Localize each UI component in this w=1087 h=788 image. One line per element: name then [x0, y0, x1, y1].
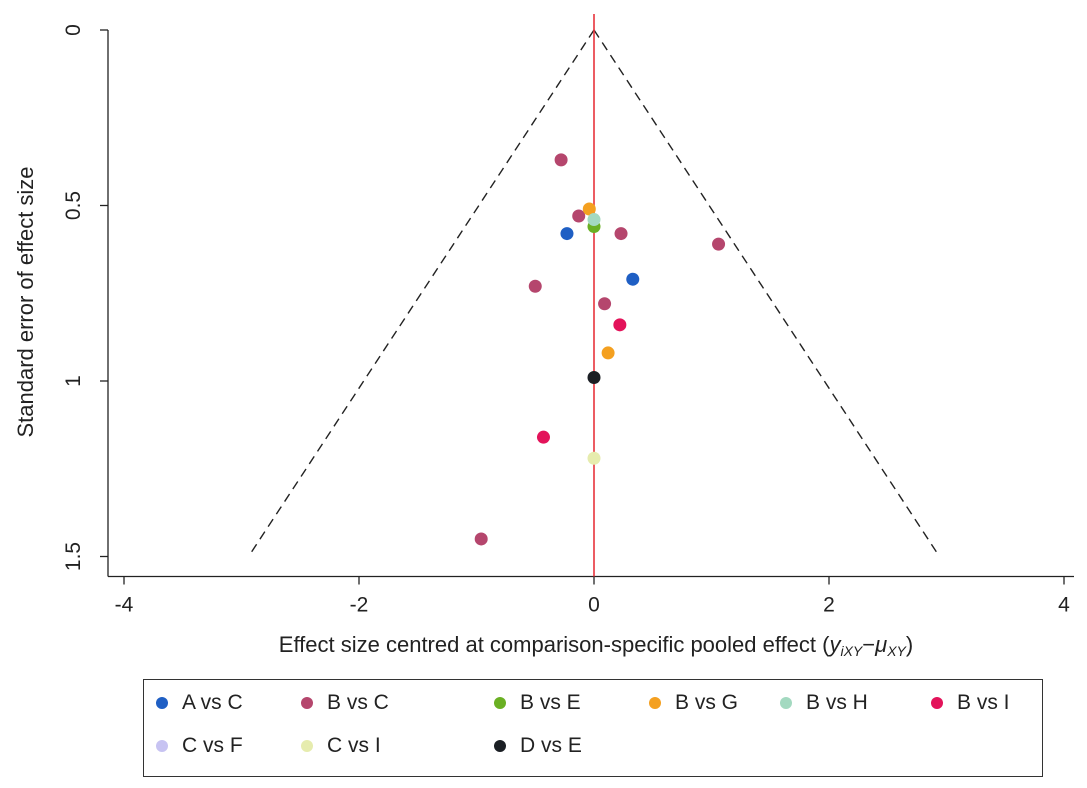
data-point: [474, 532, 488, 546]
legend-swatch: [156, 740, 168, 752]
data-point: [587, 213, 601, 227]
data-point: [572, 209, 586, 223]
data-point: [598, 297, 612, 311]
data-point: [528, 279, 542, 293]
x-axis-title-sub-ixy: iXY: [840, 643, 863, 659]
plot-axes: -4 -2 0 2 4 0 0.5 1 1.5: [62, 24, 1074, 617]
legend-swatch: [494, 740, 506, 752]
y-axis-title: Standard error of effect size: [13, 166, 38, 437]
legend-item: B vs G: [649, 691, 738, 715]
data-point: [587, 370, 601, 384]
x-tick-label: -4: [115, 594, 134, 617]
legend-label: B vs C: [327, 691, 389, 714]
legend: A vs C B vs C B vs E B vs G B vs H B vs I C vs…: [143, 679, 1043, 777]
x-tick-label: 2: [823, 594, 835, 617]
legend-item: B vs H: [780, 691, 868, 715]
x-axis-title-close: ): [906, 632, 913, 657]
legend-swatch: [649, 697, 661, 709]
data-point: [536, 430, 550, 444]
legend-label: D vs E: [520, 734, 582, 757]
legend-item: B vs I: [931, 691, 1010, 715]
legend-swatch: [780, 697, 792, 709]
data-point: [554, 153, 568, 167]
legend-swatch: [156, 697, 168, 709]
legend-swatch: [301, 740, 313, 752]
funnel-left-line: [247, 29, 595, 557]
y-tick-label: 0.5: [62, 191, 85, 220]
legend-item: B vs C: [301, 691, 389, 715]
legend-item: C vs I: [301, 734, 381, 758]
data-point: [601, 346, 615, 360]
data-point: [582, 202, 596, 216]
x-tick-label: 0: [588, 594, 600, 617]
legend-swatch: [301, 697, 313, 709]
legend-item: A vs C: [156, 691, 243, 715]
x-axis-title-y: y: [827, 632, 842, 657]
legend-item: D vs E: [494, 734, 582, 758]
legend-label: B vs I: [957, 691, 1010, 714]
legend-label: B vs H: [806, 691, 868, 714]
legend-swatch: [494, 697, 506, 709]
legend-item: B vs E: [494, 691, 581, 715]
data-point: [712, 237, 726, 251]
x-tick-label: -2: [350, 594, 369, 617]
data-point: [626, 272, 640, 286]
data-point: [614, 227, 628, 241]
x-tick-label: 4: [1058, 594, 1070, 617]
legend-label: B vs E: [520, 691, 581, 714]
y-tick-label: 1.5: [62, 542, 85, 571]
legend-label: A vs C: [182, 691, 243, 714]
data-point: [587, 451, 601, 465]
x-axis-title-minus: −: [862, 632, 875, 657]
x-axis-title: Effect size centred at comparison-specif…: [279, 632, 913, 659]
data-points: [474, 153, 726, 546]
x-axis-title-text: Effect size centred at comparison-specif…: [279, 632, 830, 657]
legend-swatch: [931, 697, 943, 709]
x-axis-title-mu: μ: [874, 632, 887, 657]
legend-label: C vs F: [182, 734, 243, 757]
legend-label: C vs I: [327, 734, 381, 757]
legend-label: B vs G: [675, 691, 739, 714]
y-tick-label: 0: [62, 24, 85, 36]
data-point: [613, 318, 627, 332]
funnel-right-line: [593, 29, 941, 557]
y-tick-label: 1: [62, 375, 85, 387]
x-axis-title-sub-xy: XY: [886, 643, 907, 659]
data-point: [560, 227, 574, 241]
legend-item: C vs F: [156, 734, 243, 758]
